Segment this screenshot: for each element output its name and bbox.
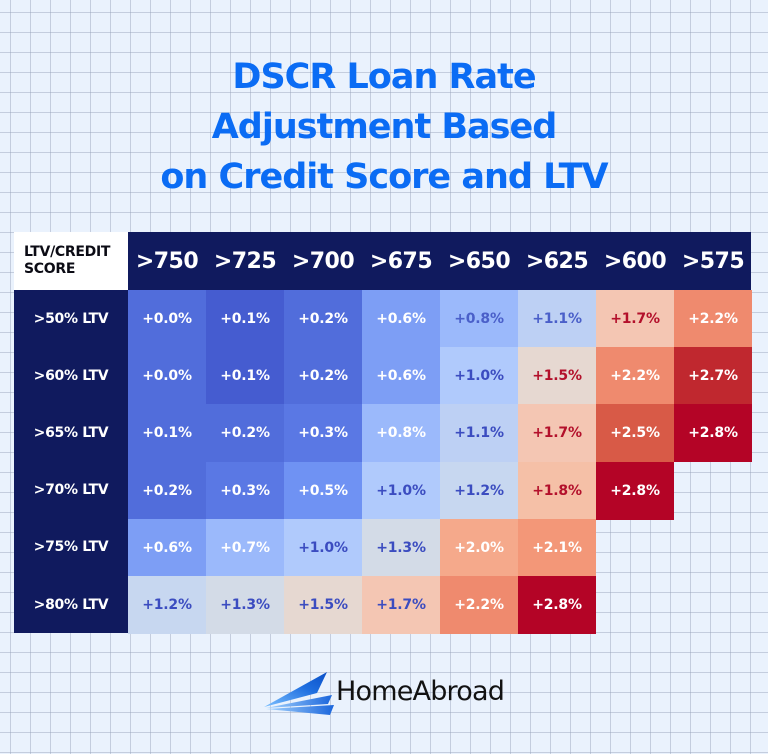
column-header: >675	[369, 248, 433, 274]
row-header: >50% LTV	[33, 310, 109, 327]
brand-name: HomeAbroad	[336, 676, 505, 707]
heatmap-cell: +2.1%	[518, 518, 596, 577]
heatmap-cell: +0.2%	[206, 404, 284, 463]
heatmap-cell: +0.7%	[206, 518, 284, 577]
heatmap-cell: +1.0%	[440, 347, 518, 406]
corner-header: LTV/CREDIT SCORE	[14, 232, 128, 290]
heatmap-cell: +1.0%	[362, 461, 440, 520]
row-header-bar	[14, 290, 128, 633]
heatmap-cell: +2.8%	[674, 404, 752, 463]
paper-plane-wings-icon	[264, 672, 334, 715]
column-header: >750	[135, 248, 199, 274]
column-header-bar	[128, 232, 751, 290]
heatmap-cell: +2.2%	[596, 347, 674, 406]
heatmap-cell: +2.2%	[440, 576, 518, 634]
heatmap-cell: +0.0%	[128, 290, 206, 348]
title-line-2: Adjustment Based	[211, 107, 558, 147]
heatmap-cell: +0.6%	[128, 518, 206, 577]
heatmap-cell: +1.7%	[596, 290, 674, 348]
heatmap-cell: +2.8%	[518, 576, 596, 634]
heatmap-cell: +0.0%	[128, 347, 206, 406]
heatmap-cell: +1.5%	[284, 576, 362, 634]
heatmap-cell: +1.0%	[284, 518, 362, 577]
heatmap-cell: +0.3%	[206, 461, 284, 520]
heatmap-cell: +0.5%	[284, 461, 362, 520]
heatmap-cell: +1.5%	[518, 347, 596, 406]
heatmap-cell: +2.8%	[596, 461, 674, 520]
title-line-1: DSCR Loan Rate	[232, 57, 536, 97]
heatmap-cell: +1.3%	[362, 518, 440, 577]
heatmap-cell: +2.2%	[674, 290, 752, 348]
column-header: >700	[291, 248, 355, 274]
column-header: >600	[603, 248, 667, 274]
heatmap-cell: +1.7%	[518, 404, 596, 463]
heatmap-cell: +2.0%	[440, 518, 518, 577]
row-header: >80% LTV	[33, 596, 109, 613]
heatmap-cell: +0.1%	[206, 347, 284, 406]
heatmap-cell: +1.1%	[518, 290, 596, 348]
corner-label-line-1: LTV/CREDIT	[24, 244, 111, 260]
heatmap-cell: +1.1%	[440, 404, 518, 463]
heatmap-cell: +0.3%	[284, 404, 362, 463]
title-line-3: on Credit Score and LTV	[160, 157, 608, 197]
heatmap-cell: +2.5%	[596, 404, 674, 463]
row-header: >60% LTV	[33, 367, 109, 384]
rate-adjustment-heatmap-table: LTV/CREDIT SCORE >750 >725 >700 >675 >650 >62…	[14, 232, 752, 634]
heatmap-cell: +1.3%	[206, 576, 284, 634]
column-header: >575	[681, 248, 745, 274]
heatmap-cell: +0.1%	[206, 290, 284, 348]
heatmap-cell: +0.2%	[284, 347, 362, 406]
heatmap-cell: +0.6%	[362, 347, 440, 406]
row-header: >65% LTV	[33, 424, 109, 441]
column-header: >625	[525, 248, 589, 274]
heatmap-cell: +0.2%	[128, 461, 206, 520]
heatmap-cell: +0.8%	[440, 290, 518, 348]
heatmap-cell: +1.7%	[362, 576, 440, 634]
heatmap-cell: +0.8%	[362, 404, 440, 463]
chart-title: DSCR Loan Rate Adjustment Based on Credi…	[0, 52, 768, 202]
heatmap-cell: +1.2%	[128, 576, 206, 634]
heatmap-cell: +0.6%	[362, 290, 440, 348]
corner-label-line-2: SCORE	[24, 261, 76, 277]
row-header: >70% LTV	[33, 482, 109, 499]
heatmap-cell: +2.7%	[674, 347, 752, 406]
row-header: >75% LTV	[33, 539, 109, 556]
heatmap-cell: +1.8%	[518, 461, 596, 520]
homeabroad-logo: HomeAbroad	[262, 668, 522, 718]
column-header: >725	[213, 248, 277, 274]
column-header: >650	[447, 248, 511, 274]
heatmap-cell: +0.2%	[284, 290, 362, 348]
heatmap-cell: +0.1%	[128, 404, 206, 463]
heatmap-cell: +1.2%	[440, 461, 518, 520]
